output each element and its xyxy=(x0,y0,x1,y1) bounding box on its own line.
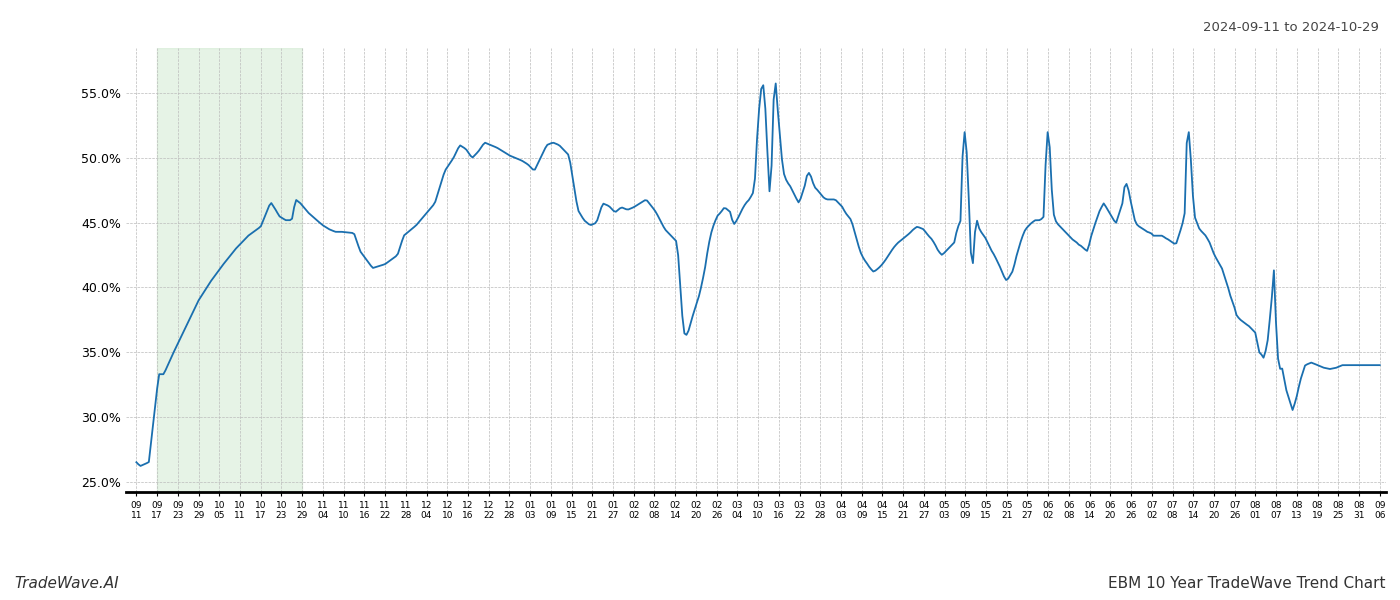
Text: 2024-09-11 to 2024-10-29: 2024-09-11 to 2024-10-29 xyxy=(1203,21,1379,34)
Bar xyxy=(157,48,302,492)
Text: EBM 10 Year TradeWave Trend Chart: EBM 10 Year TradeWave Trend Chart xyxy=(1109,576,1386,591)
Text: TradeWave.AI: TradeWave.AI xyxy=(14,576,119,591)
